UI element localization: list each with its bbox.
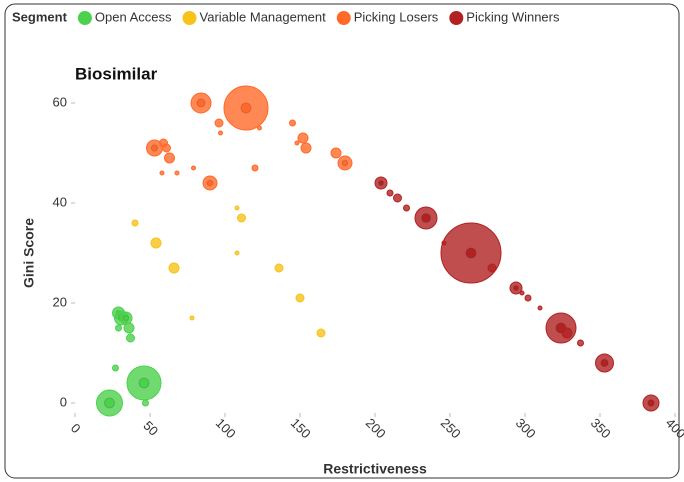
bubble [251, 164, 259, 172]
x-axis-label: Restrictiveness [323, 461, 427, 477]
bubble [537, 305, 543, 311]
bubble [316, 328, 326, 338]
bubble [297, 132, 309, 144]
bubble [289, 119, 296, 127]
frame [4, 3, 680, 479]
bubble [214, 118, 224, 128]
bubble [393, 193, 402, 203]
legend-label: Picking Losers [354, 9, 439, 24]
legend-title: Segment [12, 9, 68, 24]
bubble [162, 143, 171, 153]
chart-title: Biosimilar [75, 64, 158, 83]
bubble [487, 263, 497, 273]
bubble [150, 237, 162, 249]
legend-swatch [77, 11, 92, 25]
bubble-core [240, 102, 252, 114]
bubble [577, 339, 584, 347]
bubble [191, 165, 196, 171]
bubble [234, 205, 240, 211]
bubble [330, 147, 342, 159]
bubble-core [647, 399, 655, 407]
y-tick-label: 20 [53, 294, 67, 309]
legend-swatch [336, 11, 351, 25]
bubble [386, 189, 394, 197]
bubble [123, 322, 135, 334]
bubble [234, 250, 240, 256]
bubble-core [196, 98, 206, 108]
bubble [159, 170, 165, 176]
bubble-core [150, 144, 159, 152]
bubble [295, 293, 305, 303]
bubble-core [138, 377, 150, 389]
y-axis-label: Gini Score [21, 218, 37, 288]
bubble-core [421, 213, 431, 223]
legend-label: Picking Winners [466, 9, 560, 24]
bubble [257, 125, 262, 131]
bubble [112, 364, 119, 372]
bubble-core [465, 247, 477, 259]
bubble [164, 152, 175, 164]
bubble [126, 333, 135, 343]
bubble [561, 327, 573, 339]
bubble [218, 130, 223, 136]
bubble-core [513, 285, 519, 291]
bubble [403, 204, 410, 212]
legend-label: Open Access [95, 9, 172, 24]
y-tick-label: 0 [60, 394, 67, 409]
bubble-core [104, 397, 115, 409]
bubble [189, 315, 195, 321]
bubble [174, 170, 180, 176]
bubble [274, 263, 284, 273]
bubble [294, 140, 300, 146]
bubble-core [206, 179, 214, 187]
legend-swatch [182, 11, 197, 25]
y-tick-label: 40 [53, 194, 67, 209]
y-tick-label: 60 [53, 94, 67, 109]
bubble [524, 294, 532, 302]
bubble-core [600, 358, 609, 368]
bubble [519, 290, 525, 296]
bubble-core [378, 180, 384, 186]
bubble-core [341, 159, 349, 167]
bubble [168, 262, 180, 274]
legend-label: Variable Management [200, 9, 327, 24]
bubble-core [123, 315, 129, 321]
bubble [300, 142, 312, 154]
bubble [115, 324, 122, 332]
legend-swatch [449, 11, 464, 25]
bubble [131, 219, 139, 227]
bubble [142, 399, 149, 407]
bubble [237, 213, 246, 223]
